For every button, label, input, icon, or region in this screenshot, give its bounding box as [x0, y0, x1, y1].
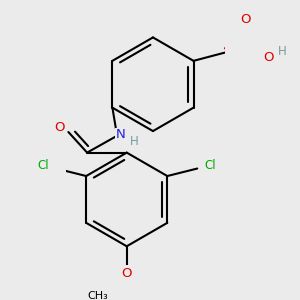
Text: Cl: Cl [37, 159, 49, 172]
Text: O: O [55, 121, 65, 134]
Text: H: H [130, 135, 138, 148]
Text: H: H [278, 45, 286, 58]
Text: CH₃: CH₃ [87, 291, 108, 300]
Text: O: O [264, 51, 274, 64]
Text: Cl: Cl [205, 159, 216, 172]
Text: N: N [116, 128, 126, 141]
Text: O: O [122, 267, 132, 280]
Text: O: O [241, 13, 251, 26]
